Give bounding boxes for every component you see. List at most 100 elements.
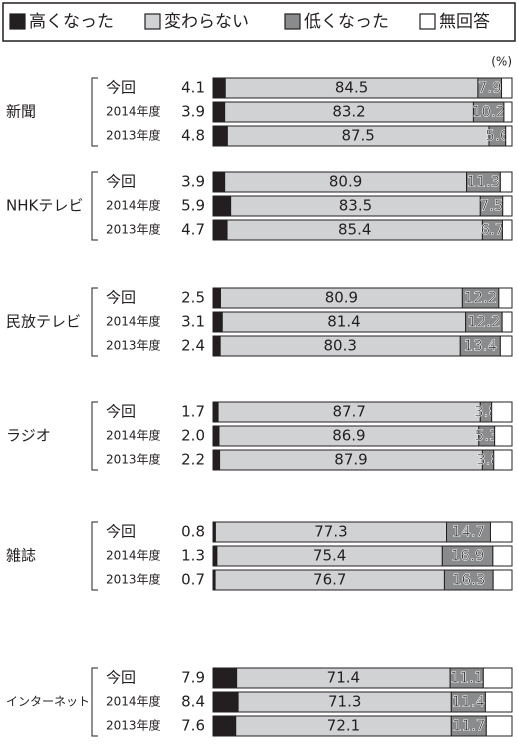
value-label: 10.2 [472, 103, 505, 121]
bar-segment [212, 545, 218, 567]
bar-segment [499, 335, 513, 357]
bar-segment [212, 401, 219, 423]
value-label: 0.8 [181, 523, 205, 541]
value-label: 0.7 [181, 571, 205, 589]
value-label: 11.1 [450, 669, 483, 687]
legend-label: 無回答 [439, 12, 490, 32]
value-label: 77.3 [314, 523, 347, 541]
value-label: 2.4 [181, 337, 205, 355]
bracket [91, 401, 98, 471]
bar-segment [501, 77, 513, 99]
value-label: 4.8 [181, 127, 205, 145]
bar-segment [492, 545, 513, 567]
bar-segment [491, 401, 513, 423]
value-label: 14.7 [452, 523, 485, 541]
bar-segment [212, 219, 228, 241]
value-label: 16.3 [452, 571, 485, 589]
bracket [91, 287, 98, 357]
value-label: 12.2 [464, 289, 497, 307]
legend-swatch [144, 13, 161, 30]
row-label: 2014年度 [106, 428, 161, 443]
bar-segment [212, 195, 232, 217]
legend-label: 低くなった [304, 12, 389, 32]
value-label: 7.6 [181, 717, 205, 735]
row-label: 2014年度 [106, 314, 161, 329]
row-label: 2013年度 [106, 572, 161, 587]
bar-segment [502, 195, 513, 217]
bar-segment [212, 715, 237, 737]
legend-swatch [284, 13, 301, 30]
value-label: 16.9 [451, 547, 484, 565]
value-label: 5.9 [181, 197, 205, 215]
row-label: 2013年度 [106, 718, 161, 733]
value-label: 7.9 [478, 79, 502, 97]
value-label: 86.9 [332, 427, 365, 445]
value-label: 11.3 [467, 173, 500, 191]
value-label: 87.5 [341, 127, 374, 145]
row-label: 2014年度 [106, 694, 161, 709]
value-label: 5.3 [475, 427, 499, 445]
row-label: 今回 [106, 79, 136, 97]
bar-segment [212, 691, 239, 713]
row-label: 2014年度 [106, 104, 161, 119]
group-label: NHKテレビ [6, 197, 83, 215]
value-label: 72.1 [327, 717, 360, 735]
row-label: 今回 [106, 523, 136, 541]
bar-segment [499, 171, 513, 193]
value-label: 4.1 [181, 79, 205, 97]
row-label: 今回 [106, 173, 136, 191]
group-label: ラジオ [6, 427, 51, 445]
value-label: 71.3 [328, 693, 361, 711]
bar-segment [494, 425, 513, 447]
bar-segment [505, 125, 513, 147]
value-label: 80.3 [324, 337, 357, 355]
legend-swatch [9, 13, 26, 30]
value-label: 3.9 [181, 173, 205, 191]
bracket [91, 171, 98, 241]
value-label: 71.4 [327, 669, 360, 687]
group-label: 民放テレビ [6, 313, 81, 331]
bar-segment [501, 219, 513, 241]
value-label: 12.2 [467, 313, 500, 331]
value-label: 7.9 [181, 669, 205, 687]
value-label: 4.7 [181, 221, 205, 239]
bar-segment [482, 667, 513, 689]
bracket [91, 667, 98, 737]
group-label: 雑誌 [6, 547, 36, 565]
value-label: 83.5 [339, 197, 372, 215]
bar-segment [212, 101, 226, 123]
value-label: 75.4 [313, 547, 346, 565]
value-label: 83.2 [332, 103, 365, 121]
bar-segment [489, 521, 513, 543]
bar-segment [485, 715, 513, 737]
group-label: インターネット [6, 695, 90, 709]
value-label: 6.7 [480, 221, 504, 239]
unit-label: (%) [491, 55, 512, 69]
bar-segment [212, 449, 221, 471]
value-label: 2.2 [181, 451, 205, 469]
bracket [91, 521, 98, 591]
row-label: 2013年度 [106, 128, 161, 143]
legend-swatch [419, 13, 436, 30]
value-label: 2.5 [181, 289, 205, 307]
bar-segment [212, 311, 223, 333]
value-label: 11.4 [452, 693, 485, 711]
row-label: 今回 [106, 289, 136, 307]
value-label: 13.4 [464, 337, 497, 355]
bar-segment [212, 171, 226, 193]
row-label: 今回 [106, 403, 136, 421]
bar-segment [492, 569, 513, 591]
value-label: 81.4 [327, 313, 360, 331]
bar-segment [503, 101, 513, 123]
value-label: 76.7 [313, 571, 346, 589]
bar-segment [212, 287, 221, 309]
value-label: 1.3 [181, 547, 205, 565]
bar-segment [212, 125, 228, 147]
row-label: 2013年度 [106, 338, 161, 353]
row-label: 2013年度 [106, 222, 161, 237]
value-label: 7.5 [480, 197, 504, 215]
value-label: 8.4 [181, 693, 205, 711]
row-label: 今回 [106, 669, 136, 687]
value-label: 1.7 [181, 403, 205, 421]
